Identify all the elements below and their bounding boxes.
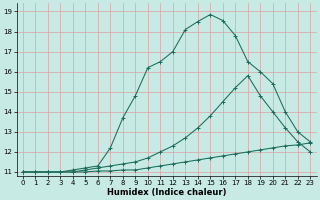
X-axis label: Humidex (Indice chaleur): Humidex (Indice chaleur) [107,188,226,197]
